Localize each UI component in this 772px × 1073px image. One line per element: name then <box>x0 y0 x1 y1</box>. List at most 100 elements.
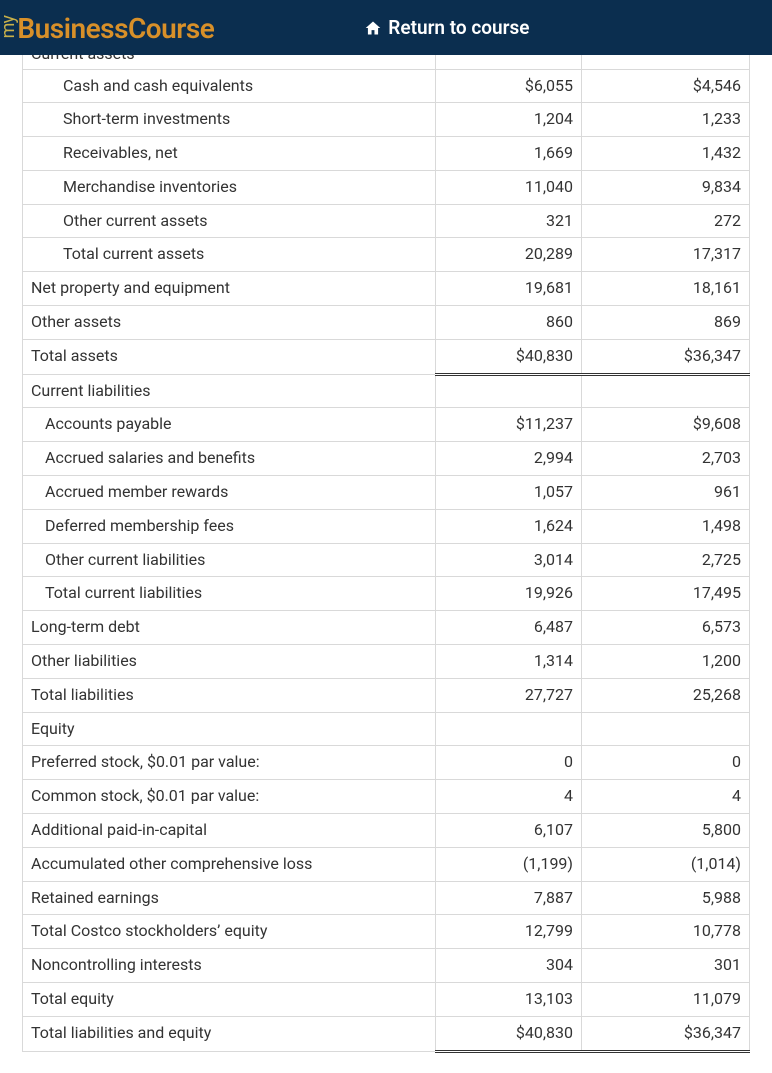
row-label: Total equity <box>23 983 436 1017</box>
table-row: Accounts payable $11,237 $9,608 <box>23 408 750 442</box>
row-value-y1: 1,669 <box>436 137 582 171</box>
row-value-y1: (1,199) <box>436 847 582 881</box>
row-label: Accumulated other comprehensive loss <box>23 847 436 881</box>
row-value-y1: $40,830 <box>436 1016 582 1051</box>
row-label: Other assets <box>23 306 436 340</box>
row-value-y2: 11,079 <box>582 983 750 1017</box>
table-row: Total liabilities and equity $40,830 $36… <box>23 1016 750 1051</box>
row-label: Long-term debt <box>23 611 436 645</box>
balance-sheet-container: Current assets Cash and cash equivalents… <box>0 55 772 1073</box>
row-value-y2: 2,725 <box>582 543 750 577</box>
table-row: Merchandise inventories 11,040 9,834 <box>23 170 750 204</box>
table-row: Common stock, $0.01 par value: 4 4 <box>23 780 750 814</box>
row-value-y2: 1,432 <box>582 137 750 171</box>
row-value-y2: 4 <box>582 780 750 814</box>
row-label: Deferred membership fees <box>23 509 436 543</box>
row-label: Accrued member rewards <box>23 476 436 510</box>
row-value-y1: 1,204 <box>436 103 582 137</box>
row-value-y1: 11,040 <box>436 170 582 204</box>
row-value-y1: 321 <box>436 204 582 238</box>
balance-sheet-table: Current assets Cash and cash equivalents… <box>22 55 750 1053</box>
top-header: my Business Course Return to course <box>0 0 772 55</box>
section-equity: Equity <box>23 712 436 746</box>
row-label: Total liabilities and equity <box>23 1016 436 1051</box>
row-value-y1: 304 <box>436 949 582 983</box>
row-value-y2: $9,608 <box>582 408 750 442</box>
row-value-y1: 19,681 <box>436 272 582 306</box>
row-value-y2: 0 <box>582 746 750 780</box>
table-row: Accrued salaries and benefits 2,994 2,70… <box>23 442 750 476</box>
row-label: Other current liabilities <box>23 543 436 577</box>
return-to-course-label: Return to course <box>388 16 529 39</box>
row-value-y2: 17,317 <box>582 238 750 272</box>
row-label: Total liabilities <box>23 678 436 712</box>
row-label: Retained earnings <box>23 881 436 915</box>
row-value-y2: 17,495 <box>582 577 750 611</box>
table-row: Deferred membership fees 1,624 1,498 <box>23 509 750 543</box>
row-value-y2: 2,703 <box>582 442 750 476</box>
row-value-y1: 1,314 <box>436 645 582 679</box>
table-row: Accrued member rewards 1,057 961 <box>23 476 750 510</box>
row-label: Merchandise inventories <box>23 170 436 204</box>
row-label: Total assets <box>23 339 436 374</box>
row-value-y1: 7,887 <box>436 881 582 915</box>
row-value-y2: 25,268 <box>582 678 750 712</box>
row-value-y2: 1,498 <box>582 509 750 543</box>
row-value-y2: 5,800 <box>582 814 750 848</box>
row-value-y2: 18,161 <box>582 272 750 306</box>
row-value-y2: 1,233 <box>582 103 750 137</box>
row-value-y1: $6,055 <box>436 69 582 103</box>
row-value-y1: 27,727 <box>436 678 582 712</box>
table-row: Total equity 13,103 11,079 <box>23 983 750 1017</box>
row-value-y2: $4,546 <box>582 69 750 103</box>
table-row: Total current assets 20,289 17,317 <box>23 238 750 272</box>
logo-course-text: Course <box>128 12 214 45</box>
row-value-y2: 961 <box>582 476 750 510</box>
row-value-y2: (1,014) <box>582 847 750 881</box>
row-label: Cash and cash equivalents <box>23 69 436 103</box>
row-label: Accounts payable <box>23 408 436 442</box>
row-value-y2: 272 <box>582 204 750 238</box>
row-value-y1: 20,289 <box>436 238 582 272</box>
logo-business-text: Business <box>17 12 128 45</box>
table-row: Total current liabilities 19,926 17,495 <box>23 577 750 611</box>
table-row: Total assets $40,830 $36,347 <box>23 339 750 374</box>
table-row: Total liabilities 27,727 25,268 <box>23 678 750 712</box>
row-value-y1: 13,103 <box>436 983 582 1017</box>
row-label: Short-term investments <box>23 103 436 137</box>
row-value-y1: 860 <box>436 306 582 340</box>
row-value-y2: 1,200 <box>582 645 750 679</box>
section-current-liabilities: Current liabilities <box>23 374 436 408</box>
row-value-y1: 1,624 <box>436 509 582 543</box>
row-label: Preferred stock, $0.01 par value: <box>23 746 436 780</box>
row-value-y1: 0 <box>436 746 582 780</box>
row-value-y2: 6,573 <box>582 611 750 645</box>
return-to-course-link[interactable]: Return to course <box>364 16 529 39</box>
row-label: Other current assets <box>23 204 436 238</box>
table-row: Current assets <box>23 55 750 69</box>
table-row: Retained earnings 7,887 5,988 <box>23 881 750 915</box>
table-row: Receivables, net 1,669 1,432 <box>23 137 750 171</box>
row-label: Receivables, net <box>23 137 436 171</box>
row-value-y1: 6,107 <box>436 814 582 848</box>
row-value-y2: 5,988 <box>582 881 750 915</box>
row-value-y1: 4 <box>436 780 582 814</box>
home-icon <box>364 20 382 36</box>
table-row: Net property and equipment 19,681 18,161 <box>23 272 750 306</box>
logo: my Business Course <box>0 10 214 45</box>
row-label: Accrued salaries and benefits <box>23 442 436 476</box>
row-value-y1: $40,830 <box>436 339 582 374</box>
row-label: Total current assets <box>23 238 436 272</box>
row-value-y1: 3,014 <box>436 543 582 577</box>
table-row: Other liabilities 1,314 1,200 <box>23 645 750 679</box>
table-row: Cash and cash equivalents $6,055 $4,546 <box>23 69 750 103</box>
row-value-y1: 1,057 <box>436 476 582 510</box>
row-label: Additional paid-in-capital <box>23 814 436 848</box>
row-value-y2: 9,834 <box>582 170 750 204</box>
table-row: Accumulated other comprehensive loss (1,… <box>23 847 750 881</box>
logo-my-text: my <box>2 16 16 38</box>
table-row: Other current assets 321 272 <box>23 204 750 238</box>
row-label: Common stock, $0.01 par value: <box>23 780 436 814</box>
table-row: Noncontrolling interests 304 301 <box>23 949 750 983</box>
section-current-assets: Current assets <box>31 55 135 67</box>
